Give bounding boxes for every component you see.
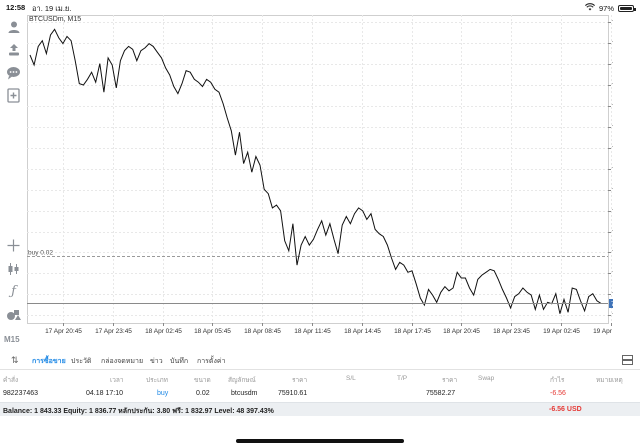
y-tick-label: 77550.90 — [612, 20, 613, 27]
x-tick-label: 18 Apr 20:45 — [443, 328, 480, 335]
orders-table-header: คำสั่ง เวลา ประเภท ขนาด สัญลักษณ์ ราคา S… — [0, 372, 640, 386]
tab-mailbox[interactable]: กล่องจดหมาย — [101, 358, 144, 365]
table-row[interactable]: 982237463 04.18 17:10 buy 0.02 btcusdm 7… — [0, 387, 640, 401]
tab-settings[interactable]: การตั้งค่า — [197, 358, 226, 365]
price-series — [29, 28, 602, 314]
y-tick-label: 77111.10 — [612, 83, 613, 90]
function-icon[interactable]: ƒ — [11, 284, 16, 299]
price-line — [29, 28, 602, 314]
y-tick-label: 75938.30 — [612, 250, 613, 257]
plot-frame — [27, 15, 609, 324]
crosshair-icon[interactable] — [5, 237, 22, 254]
col-order: คำสั่ง — [3, 377, 19, 384]
y-tick-label: 76084.90 — [612, 230, 613, 237]
row-order: 982237463 — [3, 390, 39, 397]
chart-svg[interactable]: buy 0.02 77550.90 77404.30 77257.70 77111.1… — [27, 14, 640, 346]
tab-trade[interactable]: การซื้อขาย — [32, 358, 66, 365]
x-tick-label: 18 Apr 11:45 — [294, 328, 331, 335]
y-tick-label: 76964.50 — [612, 104, 613, 111]
user-icon[interactable] — [5, 18, 22, 35]
price-chart[interactable]: buy 0.02 77550.90 77404.30 77257.70 77111.1… — [27, 14, 640, 346]
battery-percent: 97% — [598, 3, 614, 13]
y-tick-label: 76817.90 — [612, 125, 613, 132]
col-time: เวลา — [110, 377, 124, 384]
balance-text: Balance: 1 843.33 Equity: 1 836.77 หลักป… — [3, 408, 274, 415]
col-comment: หมายเหตุ — [596, 377, 623, 384]
add-indicator-icon[interactable] — [5, 87, 22, 104]
tab-news[interactable]: ข่าว — [150, 358, 163, 365]
current-price-label: 75582.27 — [611, 301, 613, 308]
chat-icon[interactable] — [5, 64, 22, 81]
y-tick-label: 75791.70 — [612, 271, 613, 278]
chart-symbol-label: BTCUSDm, M15 — [29, 16, 82, 23]
row-current-price: 75582.27 — [426, 390, 456, 397]
col-symbol: สัญลักษณ์ — [228, 377, 256, 384]
col-sl: S/L — [346, 375, 356, 382]
home-indicator[interactable] — [236, 439, 404, 443]
col-price: ราคา — [442, 377, 458, 384]
x-tick-label: 19 Apr 02:45 — [543, 328, 580, 335]
candles-icon[interactable] — [5, 260, 22, 277]
y-tick-label: 76378.10 — [612, 188, 613, 195]
y-tick-label: 77404.30 — [612, 41, 613, 48]
timeframe-label[interactable]: M15 — [4, 335, 20, 344]
row-profit: -6.56 — [550, 390, 566, 397]
battery-icon — [618, 4, 636, 12]
col-open-price: ราคา — [292, 377, 308, 384]
tab-journal[interactable]: บันทึก — [170, 358, 189, 365]
row-open-price: 75910.61 — [278, 390, 308, 397]
col-type: ประเภท — [146, 377, 168, 384]
row-time: 04.18 17:10 — [86, 390, 123, 397]
x-tick-label: 17 Apr 23:45 — [95, 328, 132, 335]
y-tick-label: 75498.50 — [612, 313, 613, 320]
chart-toolbar: ƒ M15 — [0, 14, 27, 346]
y-tick-label: 77257.70 — [612, 62, 613, 69]
y-tick-label: 76231.50 — [612, 209, 613, 216]
chart-grid — [27, 15, 612, 324]
status-date: อา. 19 เม.ย. — [32, 4, 72, 13]
col-swap: Swap — [478, 375, 495, 382]
x-tick-label: 18 Apr 17:45 — [394, 328, 431, 335]
sort-icon[interactable]: ⇅ — [11, 355, 19, 365]
balance-bar: Balance: 1 843.33 Equity: 1 836.77 หลักป… — [0, 402, 640, 416]
buy-level-label: buy 0.02 — [28, 250, 53, 257]
terminal-tabs: ⇅ การซื้อขาย ประวัติ กล่องจดหมาย ข่าว บั… — [0, 352, 640, 370]
x-tick-label: 18 Apr 02:45 — [145, 328, 182, 335]
y-tick-label: 76524.70 — [612, 167, 613, 174]
row-symbol: btcusdm — [231, 390, 258, 397]
status-bar: 12:58 อา. 19 เม.ย. 97% — [0, 0, 640, 14]
trade-icon[interactable] — [5, 41, 22, 58]
wifi-icon — [584, 3, 595, 13]
current-price-group: 75582.27 — [27, 299, 640, 308]
tab-history[interactable]: ประวัติ — [71, 358, 92, 365]
x-axis: 17 Apr 20:45 17 Apr 23:45 18 Apr 02:45 18 A… — [45, 323, 630, 335]
x-tick-label: 18 Apr 08:45 — [244, 328, 281, 335]
row-type: buy — [157, 390, 169, 397]
x-tick-label: 18 Apr 05:45 — [194, 328, 231, 335]
x-tick-label: 18 Apr 23:45 — [493, 328, 530, 335]
status-time: 12:58 — [6, 3, 26, 12]
battery-fill — [620, 6, 632, 10]
objects-icon[interactable] — [5, 306, 22, 323]
row-size: 0.02 — [196, 390, 210, 397]
col-tp: T/P — [397, 375, 408, 382]
x-tick-label: 18 Apr 14:45 — [344, 328, 381, 335]
total-profit: -6.56 USD — [549, 406, 582, 413]
buy-line-group: buy 0.02 — [27, 250, 608, 257]
y-tick-label: 75645.10 — [612, 292, 613, 299]
col-size: ขนาด — [194, 377, 211, 384]
layout-icon[interactable] — [622, 355, 633, 367]
col-profit: กำไร — [550, 377, 565, 384]
y-tick-label: 76671.30 — [612, 146, 613, 153]
x-tick-label: 17 Apr 20:45 — [45, 328, 82, 335]
x-tick-label: 19 Apr 05:45 — [593, 328, 613, 335]
status-right: 97% — [584, 3, 636, 13]
